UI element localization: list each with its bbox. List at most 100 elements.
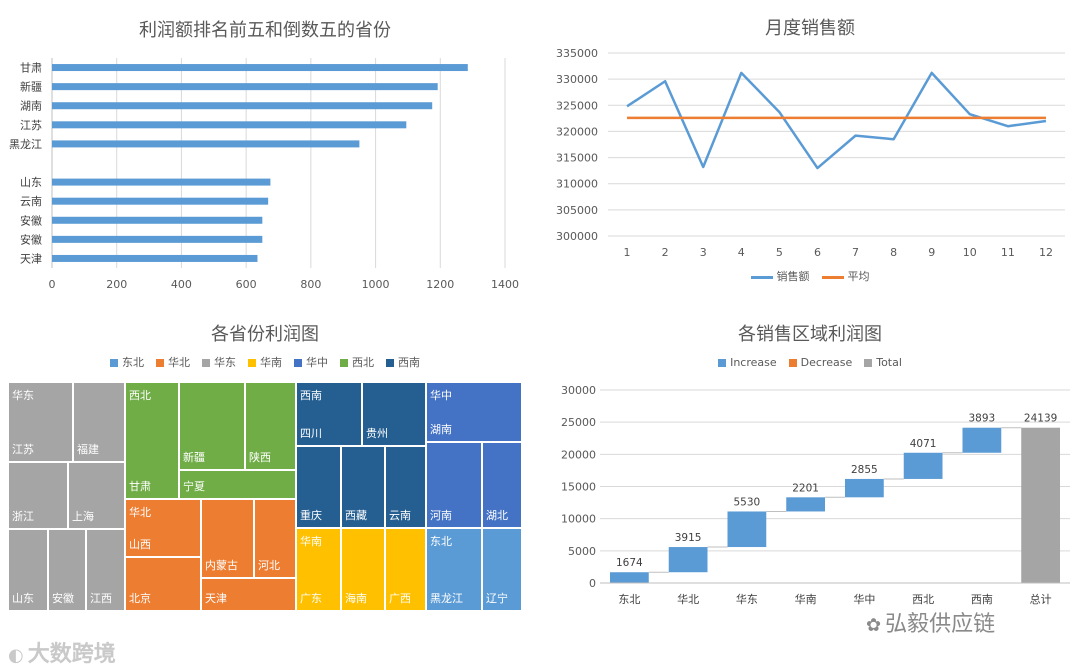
treemap-group-label: 华中 <box>430 389 452 402</box>
treemap-cell: 湖北 <box>482 442 522 528</box>
line-x-tick-label: 4 <box>738 246 745 259</box>
treemap-legend-item: 东北 <box>110 354 144 370</box>
waterfall-x-tick-label: 华南 <box>795 592 817 606</box>
treemap-cell: 贵州 <box>362 382 426 446</box>
waterfall-legend-label: Total <box>876 356 902 369</box>
watermark-left-text: 大数跨境 <box>27 642 116 667</box>
profit-bar-chart: 0 200 400 600 800 1000 1200 1400 甘肃新疆湖南江苏黑龙江山东云南… <box>9 58 519 291</box>
waterfall-y-tick-label: 25000 <box>561 416 596 429</box>
bar-mark <box>52 254 258 262</box>
treemap-cell-label: 江苏 <box>12 443 34 456</box>
brand-logo-icon: ◐ <box>8 645 24 666</box>
treemap-group-label: 西南 <box>300 389 322 402</box>
treemap-cell-label: 广西 <box>389 592 411 605</box>
waterfall-bar <box>962 427 1002 453</box>
waterfall-x-tick-label: 西北 <box>912 593 934 606</box>
waterfall-data-label: 4071 <box>910 438 937 450</box>
treemap-cell: 广西 <box>385 528 426 611</box>
region-waterfall-title: 各销售区域利润图 <box>738 324 882 345</box>
waterfall-y-tick-label: 15000 <box>561 481 596 494</box>
treemap-cell-label: 江西 <box>90 592 112 605</box>
province-treemap: 华东 江苏 福建 浙江 上海 山东 安徽 江西 西北 甘肃 新疆 陕西 宁夏 华北 山西 北京 内蒙古 河北 天津西… <box>8 382 522 611</box>
treemap-legend-label: 西南 <box>398 356 420 369</box>
bar-mark <box>52 121 407 129</box>
bar-x-tick-label: 1000 <box>362 278 390 291</box>
waterfall-legend-label: Increase <box>730 356 777 369</box>
line-legend-item: 销售额 <box>750 268 810 284</box>
line-y-tick-label: 330000 <box>556 73 598 86</box>
waterfall-x-tick-label: 总计 <box>1030 592 1052 606</box>
treemap-legend-item: 西北 <box>340 354 374 370</box>
line-x-tick-label: 12 <box>1039 246 1053 259</box>
line-legend-label: 平均 <box>847 270 870 283</box>
waterfall-data-label: 2855 <box>851 464 878 476</box>
treemap-group-label: 东北 <box>430 535 452 548</box>
treemap-cell: 西南 四川 <box>296 382 362 446</box>
treemap-cell-label: 湖北 <box>486 509 508 522</box>
bar-category-label: 江苏 <box>20 119 42 132</box>
treemap-cell: 华南 广东 <box>296 528 341 611</box>
treemap-cell: 内蒙古 <box>201 499 254 578</box>
monthly-sales-chart: 300000 305000 310000 315000 320000 325000 3300… <box>556 47 1065 259</box>
treemap-legend-label: 西北 <box>352 356 374 369</box>
line-legend-swatch <box>750 275 773 279</box>
line-x-tick-label: 1 <box>624 246 631 259</box>
treemap-legend-swatch <box>340 359 348 367</box>
treemap-cell-label: 黑龙江 <box>430 592 463 605</box>
line-legend-swatch <box>821 275 844 279</box>
line-x-tick-label: 2 <box>662 246 669 259</box>
waterfall-data-label: 3915 <box>675 532 702 544</box>
treemap-cell-label: 福建 <box>77 443 99 456</box>
bar-mark <box>52 102 433 110</box>
province-treemap-legend: 东北 华北 华东 华南 华中 西北 西南 <box>0 354 530 370</box>
treemap-cell-label: 甘肃 <box>129 480 151 493</box>
waterfall-x-tick-label: 东北 <box>618 593 640 606</box>
line-y-tick-label: 320000 <box>556 125 598 138</box>
treemap-legend-item: 华东 <box>202 354 236 370</box>
waterfall-x-tick-label: 华中 <box>853 592 875 606</box>
treemap-legend-label: 华北 <box>168 356 190 369</box>
waterfall-legend-swatch <box>864 359 873 367</box>
treemap-cell-label: 云南 <box>389 509 411 522</box>
treemap-cell: 东北 黑龙江 <box>426 528 482 611</box>
region-waterfall-legend: Increase Decrease Total <box>540 356 1080 369</box>
treemap-cell: 福建 <box>73 382 125 462</box>
treemap-cell-label: 河南 <box>430 509 452 522</box>
waterfall-bar <box>1021 427 1061 583</box>
treemap-cell-label: 广东 <box>300 592 322 605</box>
region-waterfall-chart: 0 5000 10000 15000 20000 25000 30000 1674 东北 3915… <box>561 384 1070 606</box>
line-x-tick-label: 7 <box>852 246 859 259</box>
waterfall-bar <box>844 478 884 498</box>
bar-mark <box>52 140 360 148</box>
treemap-cell: 云南 <box>385 446 426 528</box>
treemap-cell: 西藏 <box>341 446 385 528</box>
line-x-tick-label: 5 <box>776 246 783 259</box>
treemap-cell: 河南 <box>426 442 482 528</box>
bar-category-label: 黑龙江 <box>9 138 42 151</box>
bar-category-label: 山东 <box>20 176 42 189</box>
waterfall-bar <box>903 452 943 479</box>
treemap-cell-label: 海南 <box>345 592 367 605</box>
province-treemap-panel: 各省份利润图 东北 华北 华东 华南 华中 西北 西南 <box>0 310 530 370</box>
treemap-cell-label: 辽宁 <box>486 592 508 605</box>
bar-x-tick-label: 1200 <box>426 278 454 291</box>
waterfall-bar <box>786 497 826 512</box>
bar-category-label: 新疆 <box>20 80 42 94</box>
treemap-cell-label: 内蒙古 <box>205 559 238 572</box>
waterfall-legend-swatch <box>718 359 727 367</box>
waterfall-y-tick-label: 5000 <box>568 545 596 558</box>
watermark-left: ◐ 大数跨境 <box>8 636 116 668</box>
treemap-cell: 华北 山西 <box>125 499 201 557</box>
treemap-cell-label: 安徽 <box>52 592 74 605</box>
treemap-cell: 浙江 <box>8 462 68 529</box>
treemap-cell: 华中 湖南 <box>426 382 522 442</box>
bar-x-tick-label: 200 <box>106 278 127 291</box>
line-y-tick-label: 305000 <box>556 204 598 217</box>
treemap-legend-label: 华中 <box>306 356 328 369</box>
treemap-cell-label: 重庆 <box>300 509 322 522</box>
bar-mark <box>52 64 468 72</box>
treemap-legend-swatch <box>202 359 210 367</box>
line-x-tick-label: 8 <box>890 246 897 259</box>
bar-mark <box>52 235 263 243</box>
treemap-legend-item: 华南 <box>248 354 282 370</box>
